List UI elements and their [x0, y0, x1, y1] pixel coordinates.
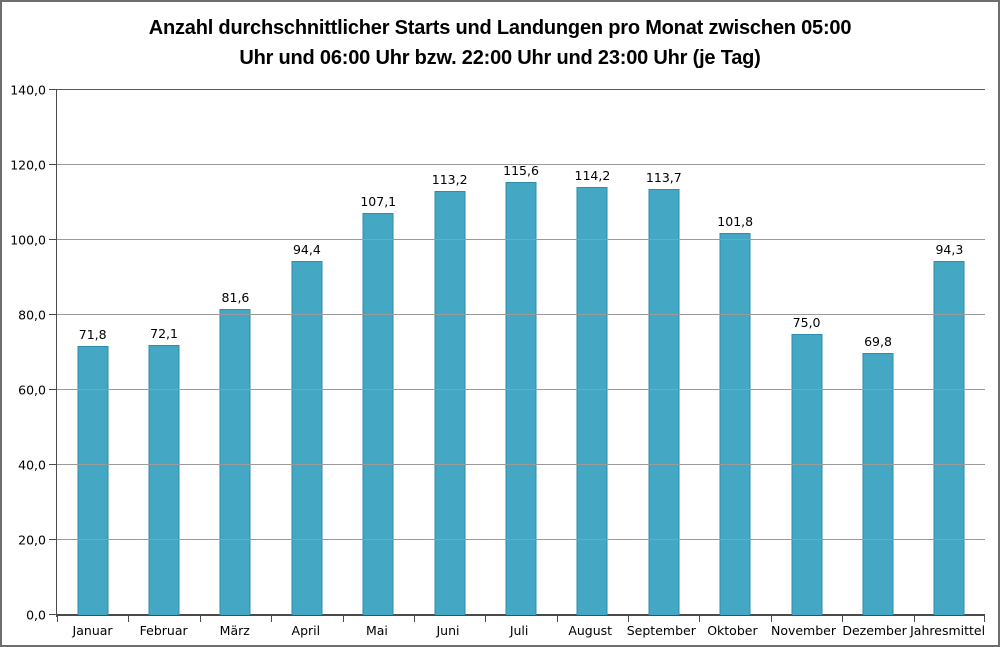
x-axis-category-label: September [626, 623, 696, 638]
bar-value-label: 114,2 [574, 167, 611, 183]
bar-column: 107,1 [343, 90, 414, 615]
bar-column: 72,1 [128, 90, 199, 615]
y-axis-tick [49, 164, 57, 165]
x-axis-category-label: Januar [72, 623, 113, 638]
x-axis-category-label: November [770, 623, 836, 638]
chart-title-line-2: Uhr und 06:00 Uhr bzw. 22:00 Uhr und 23:… [239, 47, 761, 69]
x-axis-category-label: Oktober [707, 623, 758, 638]
chart-title-line-1: Anzahl durchschnittlicher Starts und Lan… [148, 17, 852, 39]
x-axis-tick [556, 616, 558, 622]
bar [77, 345, 109, 615]
bar-column: 113,7 [628, 90, 699, 615]
bar-value-label: 72,1 [150, 325, 178, 341]
bar-value-label: 107,1 [360, 194, 397, 210]
gridline [57, 164, 985, 165]
y-axis-tick-label: 120,0 [10, 157, 46, 173]
gridline [57, 89, 985, 90]
y-axis-tick [49, 89, 57, 90]
x-axis-category-label: April [291, 623, 321, 638]
bar-value-label: 113,7 [645, 169, 682, 185]
bar [648, 188, 680, 615]
bar [505, 181, 537, 615]
bar [791, 333, 823, 615]
x-axis-tick [128, 616, 130, 622]
gridline [57, 389, 985, 390]
x-axis-category-labels: Januar Februar März April Mai Juni Juli August S… [57, 623, 986, 638]
x-axis-tick [984, 616, 985, 622]
x-axis-tick [699, 616, 701, 622]
bar-column: 69,8 [842, 90, 913, 615]
y-axis-tick-label: 100,0 [10, 232, 46, 248]
y-axis-tick-label: 140,0 [10, 82, 46, 98]
x-axis-category-label: Mai [365, 623, 388, 638]
y-axis-tick [49, 614, 57, 615]
y-axis-tick [49, 464, 57, 465]
x-axis-tick [842, 616, 844, 622]
bar-value-label: 75,0 [792, 314, 821, 330]
y-axis-tick-labels: 0,0 20,0 40,0 60,0 80,0 100,0 120,0 140,0 [2, 83, 46, 623]
bar-value-label: 113,2 [431, 171, 468, 187]
bar-value-label: 94,4 [292, 242, 321, 257]
x-axis-tick [485, 616, 487, 622]
bar-column: 113,2 [414, 90, 485, 615]
gridline [57, 239, 985, 240]
x-axis-tick [413, 616, 415, 622]
bar-column: 114,2 [557, 90, 628, 615]
x-axis-tick [342, 616, 344, 622]
x-axis-tick [57, 616, 58, 622]
plot-area: 71,8 72,1 81,6 94,4 107,1 113,2 115,6 114,2 113,… [49, 89, 985, 622]
bar-column: 101,8 [700, 90, 771, 615]
y-axis-tick-label: 80,0 [18, 307, 46, 323]
bar-column: 75,0 [771, 90, 842, 615]
bar-column: 115,6 [485, 90, 556, 615]
x-axis-tick [770, 616, 772, 622]
x-axis-category-label: Juni [436, 623, 460, 638]
bar [219, 309, 251, 615]
bar-value-label: 115,6 [503, 162, 539, 178]
bar-column: 94,3 [914, 90, 985, 615]
x-axis-category-label: Jahresmittel [910, 623, 986, 638]
x-axis-tick [271, 616, 273, 622]
y-axis-tick [49, 539, 57, 540]
gridline [57, 314, 985, 315]
bar-value-label: 101,8 [717, 214, 754, 230]
bar [362, 213, 394, 615]
y-axis-tick-label: 40,0 [18, 457, 46, 473]
bar-value-label: 94,3 [935, 242, 964, 258]
x-axis-tick [628, 616, 630, 622]
y-axis-tick-label: 60,0 [18, 382, 46, 398]
bar [291, 261, 323, 615]
x-axis-tick [913, 616, 915, 622]
bar [719, 233, 751, 615]
x-axis-tick [199, 616, 201, 622]
bar [576, 186, 608, 615]
bar-value-label: 81,6 [221, 290, 250, 305]
bar-column: 71,8 [57, 90, 128, 615]
y-axis-tick [49, 239, 57, 240]
bar [862, 353, 894, 615]
bar [933, 261, 965, 615]
y-axis-tick-label: 20,0 [18, 532, 46, 548]
y-axis-tick [49, 314, 57, 315]
bar [434, 190, 466, 615]
y-axis-tick-label: 0,0 [26, 607, 46, 623]
bar-value-label: 69,8 [864, 334, 892, 350]
x-axis-category-label: Februar [139, 623, 188, 638]
x-axis-category-label: August [568, 623, 613, 638]
chart-title: Anzahl durchschnittlicher Starts und Lan… [2, 13, 998, 73]
bar-column: 81,6 [200, 90, 271, 615]
bar-value-label: 71,8 [78, 326, 107, 342]
x-axis-category-label: Juli [509, 623, 529, 638]
x-axis-line [57, 614, 985, 616]
y-axis-line [56, 90, 57, 617]
gridline [57, 539, 985, 540]
gridline [57, 464, 985, 465]
y-axis-tick [49, 389, 57, 390]
bar-column: 94,4 [271, 90, 342, 615]
bar-series: 71,8 72,1 81,6 94,4 107,1 113,2 115,6 114,2 113,… [57, 90, 985, 615]
x-axis-category-label: März [219, 623, 250, 638]
bar [148, 344, 180, 615]
x-axis-category-label: Dezember [842, 623, 907, 638]
